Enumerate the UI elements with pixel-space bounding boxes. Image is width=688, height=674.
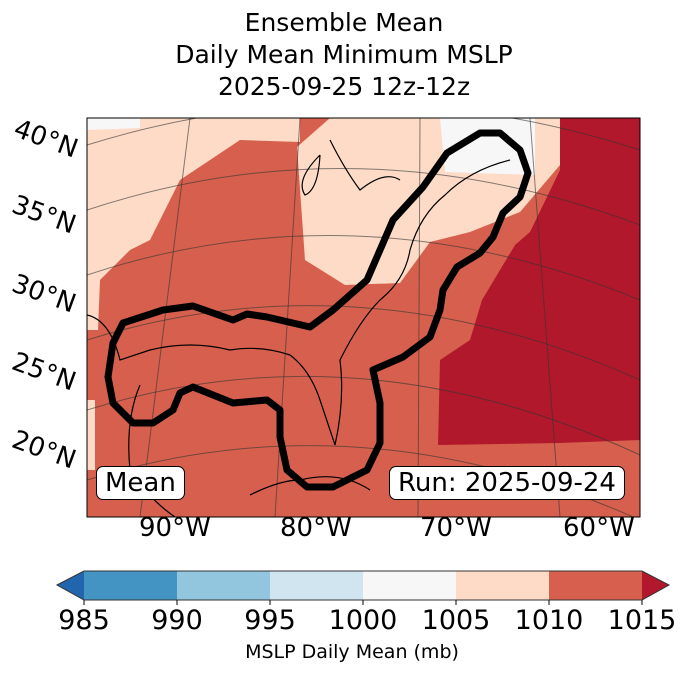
- colorbar-tick-985: 985: [58, 605, 110, 636]
- colorbar-label: MSLP Daily Mean (mb): [245, 641, 459, 663]
- field-1005-west: [87, 118, 300, 330]
- colorbar-tick-990: 990: [151, 605, 203, 636]
- title-line-3: 2025-09-25 12z-12z: [217, 72, 471, 101]
- colorbar-tick-1015: 1015: [607, 605, 677, 636]
- colorbar-tick-995: 995: [244, 605, 296, 636]
- colorbar-tick-1010: 1010: [514, 605, 584, 636]
- lon-label-80w: 80°W: [280, 513, 352, 543]
- field-1015: [438, 118, 640, 445]
- mean-label-box: Mean: [96, 466, 185, 500]
- field-1000-corner: [87, 118, 140, 130]
- colorbar-bin-1005: [456, 571, 549, 600]
- lon-label-90w: 90°W: [139, 513, 211, 543]
- coastlines: [87, 139, 511, 517]
- graticule: [87, 118, 640, 517]
- ensemble-contour: [104, 129, 532, 491]
- title-line-2: Daily Mean Minimum MSLP: [175, 40, 513, 69]
- colorbar-bin-1000: [363, 571, 456, 600]
- colorbar-bin-1010: [549, 571, 642, 600]
- colorbar-bin-985: [84, 571, 177, 600]
- field-1000: [440, 118, 535, 175]
- title-line-1: Ensemble Mean: [244, 8, 444, 37]
- colorbar-under-arrow: [57, 571, 84, 600]
- lon-label-60w: 60°W: [563, 513, 635, 543]
- field-1005-southwest: [87, 400, 95, 470]
- run-label-box: Run: 2025-09-24: [389, 466, 625, 500]
- colorbar-tick-1000: 1000: [328, 605, 398, 636]
- lon-label-70w: 70°W: [420, 513, 492, 543]
- colorbar-over-arrow: [642, 571, 669, 600]
- colorbar-bin-990: [177, 571, 270, 600]
- colorbar-tick-1005: 1005: [421, 605, 491, 636]
- colorbar-bin-995: [270, 571, 363, 600]
